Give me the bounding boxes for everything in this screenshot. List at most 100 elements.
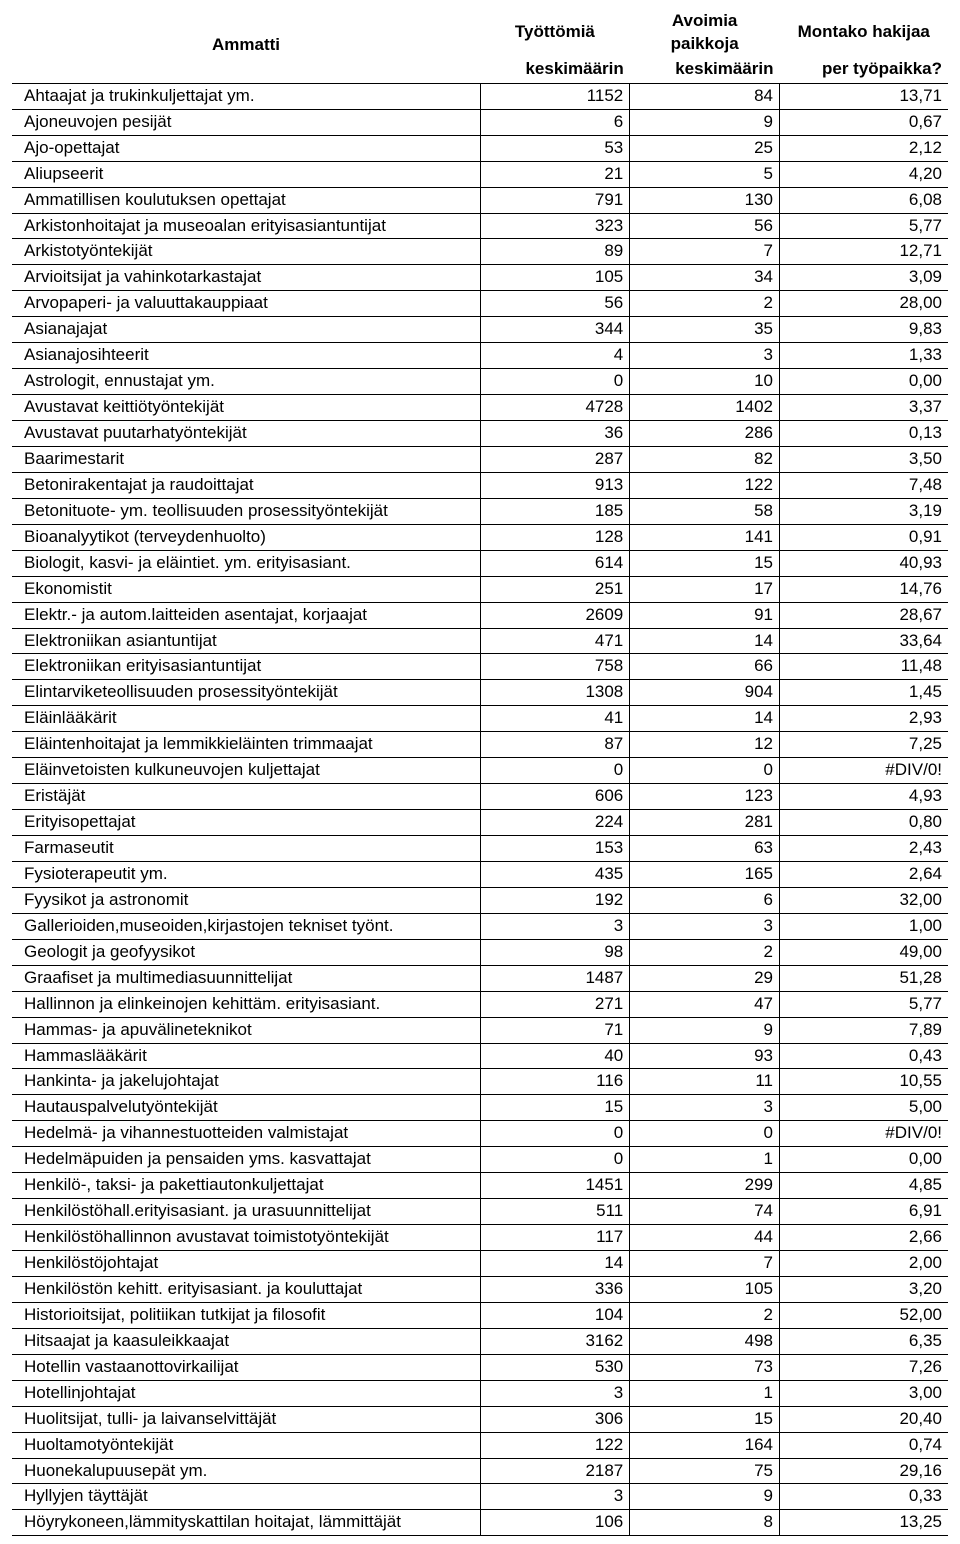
applicants-per-job: 2,64 — [780, 861, 948, 887]
occupation-name: Asianajajat — [12, 317, 480, 343]
unemployed-avg: 71 — [480, 1017, 630, 1043]
occupation-name: Hitsaajat ja kaasuleikkaajat — [12, 1328, 480, 1354]
occupation-name: Hotellinjohtajat — [12, 1380, 480, 1406]
vacancies-avg: 2 — [630, 939, 780, 965]
vacancies-avg: 11 — [630, 1069, 780, 1095]
vacancies-avg: 2 — [630, 1302, 780, 1328]
applicants-per-job: 2,43 — [780, 836, 948, 862]
table-row: Eläintenhoitajat ja lemmikkieläinten tri… — [12, 732, 948, 758]
unemployed-avg: 41 — [480, 706, 630, 732]
vacancies-avg: 84 — [630, 83, 780, 109]
table-row: Huonekalupuusepät ym.21877529,16 — [12, 1458, 948, 1484]
vacancies-avg: 123 — [630, 784, 780, 810]
unemployed-avg: 1152 — [480, 83, 630, 109]
table-row: Asianajosihteerit431,33 — [12, 343, 948, 369]
applicants-per-job: 0,91 — [780, 524, 948, 550]
applicants-per-job: 0,00 — [780, 369, 948, 395]
occupation-name: Hotellin vastaanottovirkailijat — [12, 1354, 480, 1380]
unemployed-avg: 3162 — [480, 1328, 630, 1354]
occupation-name: Betonirakentajat ja raudoittajat — [12, 472, 480, 498]
unemployed-avg: 758 — [480, 654, 630, 680]
table-row: Eläinvetoisten kulkuneuvojen kuljettajat… — [12, 758, 948, 784]
table-row: Arkistotyöntekijät89712,71 — [12, 239, 948, 265]
vacancies-avg: 299 — [630, 1173, 780, 1199]
table-row: Graafiset ja multimediasuunnittelijat148… — [12, 965, 948, 991]
vacancies-avg: 9 — [630, 1017, 780, 1043]
vacancies-avg: 75 — [630, 1458, 780, 1484]
occupation-name: Höyrykoneen,lämmityskattilan hoitajat, l… — [12, 1510, 480, 1536]
applicants-per-job: 0,33 — [780, 1484, 948, 1510]
occupation-name: Ammatillisen koulutuksen opettajat — [12, 187, 480, 213]
vacancies-avg: 34 — [630, 265, 780, 291]
occupation-name: Elintarviketeollisuuden prosessityönteki… — [12, 680, 480, 706]
vacancies-avg: 105 — [630, 1276, 780, 1302]
unemployed-avg: 53 — [480, 135, 630, 161]
occupation-name: Eristäjät — [12, 784, 480, 810]
table-row: Erityisopettajat2242810,80 — [12, 810, 948, 836]
applicants-per-job: 7,25 — [780, 732, 948, 758]
header-col4-bottom: per työpaikka? — [780, 57, 948, 83]
applicants-per-job: 11,48 — [780, 654, 948, 680]
unemployed-avg: 614 — [480, 550, 630, 576]
table-row: Huoltamotyöntekijät1221640,74 — [12, 1432, 948, 1458]
unemployed-avg: 105 — [480, 265, 630, 291]
applicants-per-job: 33,64 — [780, 628, 948, 654]
occupation-name: Bioanalyytikot (terveydenhuolto) — [12, 524, 480, 550]
applicants-per-job: 0,13 — [780, 421, 948, 447]
table-row: Biologit, kasvi- ja eläintiet. ym. erity… — [12, 550, 948, 576]
occupation-name: Henkilö-, taksi- ja pakettiautonkuljetta… — [12, 1173, 480, 1199]
unemployed-avg: 530 — [480, 1354, 630, 1380]
unemployed-avg: 0 — [480, 758, 630, 784]
table-row: Historioitsijat, politiikan tutkijat ja … — [12, 1302, 948, 1328]
unemployed-avg: 122 — [480, 1432, 630, 1458]
applicants-per-job: 14,76 — [780, 576, 948, 602]
unemployed-avg: 0 — [480, 1147, 630, 1173]
vacancies-avg: 9 — [630, 109, 780, 135]
unemployed-avg: 2187 — [480, 1458, 630, 1484]
vacancies-avg: 14 — [630, 628, 780, 654]
occupation-name: Ahtaajat ja trukinkuljettajat ym. — [12, 83, 480, 109]
unemployed-avg: 104 — [480, 1302, 630, 1328]
vacancies-avg: 1 — [630, 1380, 780, 1406]
unemployed-avg: 3 — [480, 913, 630, 939]
unemployed-avg: 251 — [480, 576, 630, 602]
unemployed-avg: 87 — [480, 732, 630, 758]
table-row: Arvopaperi- ja valuuttakauppiaat56228,00 — [12, 291, 948, 317]
vacancies-avg: 2 — [630, 291, 780, 317]
table-row: Avustavat puutarhatyöntekijät362860,13 — [12, 421, 948, 447]
unemployed-avg: 14 — [480, 1251, 630, 1277]
applicants-per-job: 52,00 — [780, 1302, 948, 1328]
table-row: Gallerioiden,museoiden,kirjastojen tekni… — [12, 913, 948, 939]
table-body: Ahtaajat ja trukinkuljettajat ym.1152841… — [12, 83, 948, 1536]
table-row: Ajo-opettajat53252,12 — [12, 135, 948, 161]
occupation-name: Hallinnon ja elinkeinojen kehittäm. erit… — [12, 991, 480, 1017]
applicants-per-job: 2,00 — [780, 1251, 948, 1277]
applicants-per-job: 0,80 — [780, 810, 948, 836]
unemployed-avg: 15 — [480, 1095, 630, 1121]
occupation-name: Eläintenhoitajat ja lemmikkieläinten tri… — [12, 732, 480, 758]
header-col3-top: Avoimia paikkoja — [630, 8, 780, 57]
applicants-per-job: 3,37 — [780, 395, 948, 421]
table-row: Henkilöstöhall.erityisasiant. ja urasuun… — [12, 1199, 948, 1225]
unemployed-avg: 106 — [480, 1510, 630, 1536]
applicants-per-job: 7,89 — [780, 1017, 948, 1043]
table-row: Arvioitsijat ja vahinkotarkastajat105343… — [12, 265, 948, 291]
table-header: Ammatti Työttömiä Avoimia paikkoja Monta… — [12, 8, 948, 83]
unemployed-avg: 128 — [480, 524, 630, 550]
vacancies-avg: 14 — [630, 706, 780, 732]
vacancies-avg: 73 — [630, 1354, 780, 1380]
unemployed-avg: 89 — [480, 239, 630, 265]
applicants-per-job: 2,66 — [780, 1225, 948, 1251]
applicants-per-job: 3,09 — [780, 265, 948, 291]
unemployed-avg: 224 — [480, 810, 630, 836]
applicants-per-job: 0,67 — [780, 109, 948, 135]
vacancies-avg: 130 — [630, 187, 780, 213]
unemployed-avg: 21 — [480, 161, 630, 187]
occupation-name: Farmaseutit — [12, 836, 480, 862]
table-row: Hyllyjen täyttäjät390,33 — [12, 1484, 948, 1510]
header-col1: Ammatti — [12, 8, 480, 83]
applicants-per-job: 6,91 — [780, 1199, 948, 1225]
applicants-per-job: 12,71 — [780, 239, 948, 265]
vacancies-avg: 0 — [630, 758, 780, 784]
occupation-name: Graafiset ja multimediasuunnittelijat — [12, 965, 480, 991]
